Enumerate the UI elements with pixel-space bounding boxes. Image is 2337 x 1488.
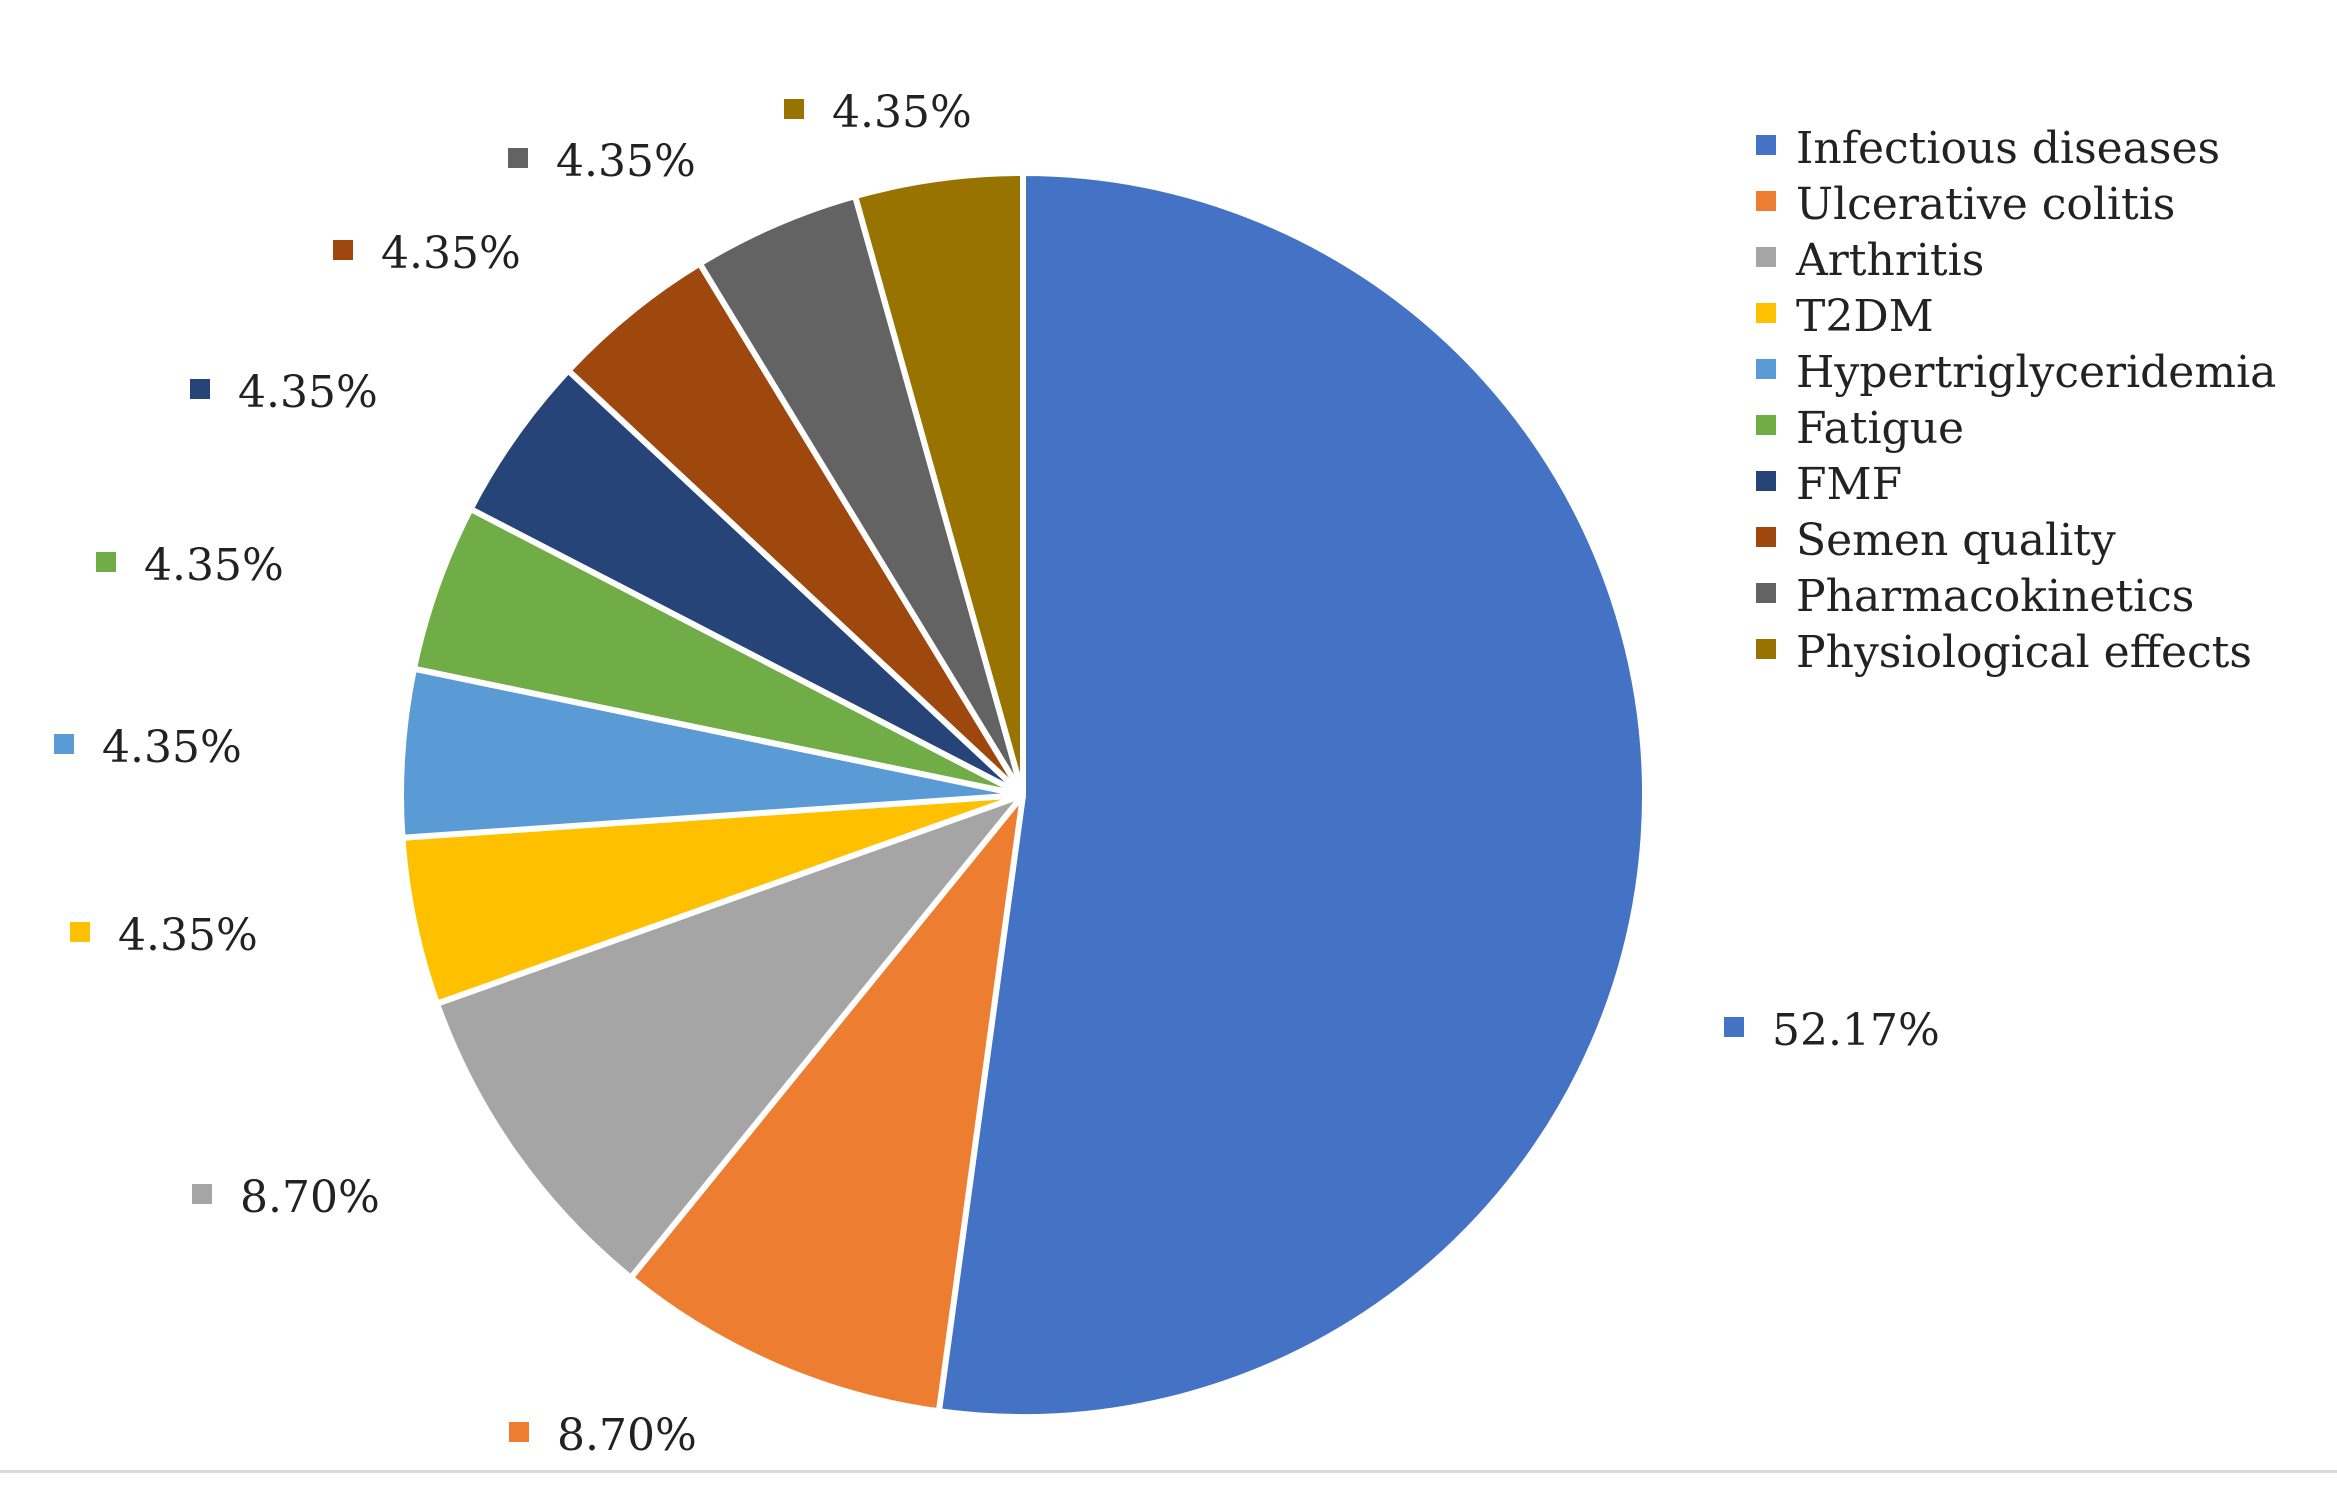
bottom-divider: [0, 1470, 2337, 1473]
data-label-infectious-diseases: 52.17%: [1772, 1005, 1940, 1056]
legend-swatch-physiological-effects: [1756, 639, 1776, 659]
data-label-marker-fmf: [190, 379, 210, 399]
data-label-marker-t2dm: [70, 922, 90, 942]
data-label-marker-pharmacokinetics: [508, 148, 528, 168]
legend-label-fatigue: Fatigue: [1796, 403, 1964, 454]
pie-slice-hypertriglyceridemia: [398, 665, 1026, 841]
legend-swatch-arthritis: [1756, 247, 1776, 267]
legend-label-fmf: FMF: [1796, 459, 1902, 510]
pie-slice-infectious-diseases: [935, 170, 1648, 1420]
pie-slice-ulcerative-colitis: [627, 792, 1026, 1415]
data-label-ulcerative-colitis: 8.70%: [557, 1410, 697, 1461]
legend-swatch-semen-quality: [1756, 527, 1776, 547]
legend-swatch-ulcerative-colitis: [1756, 191, 1776, 211]
data-label-marker-hypertriglyceridemia: [54, 734, 74, 754]
data-labels: 52.17% 8.70% 8.70% 4.35% 4.35% 4.35% 4.35% 4.35…: [54, 87, 1940, 1461]
legend-label-pharmacokinetics: Pharmacokinetics: [1796, 571, 2194, 622]
data-label-marker-semen-quality: [333, 240, 353, 260]
legend-swatch-pharmacokinetics: [1756, 583, 1776, 603]
data-label-marker-fatigue: [96, 552, 116, 572]
data-label-marker-physiological-effects: [784, 99, 804, 119]
data-label-semen-quality: 4.35%: [381, 228, 521, 279]
legend-label-hypertriglyceridemia: Hypertriglyceridemia: [1796, 347, 2276, 398]
data-label-physiological-effects: 4.35%: [832, 87, 972, 138]
data-label-hypertriglyceridemia: 4.35%: [102, 722, 242, 773]
data-label-pharmacokinetics: 4.35%: [556, 136, 696, 187]
pie-slice-t2dm: [399, 792, 1026, 1007]
pie-slice-arthritis: [434, 792, 1026, 1281]
data-label-marker-ulcerative-colitis: [509, 1422, 529, 1442]
legend-label-ulcerative-colitis: Ulcerative colitis: [1796, 179, 2175, 230]
legend-label-arthritis: Arthritis: [1795, 235, 1984, 286]
pie-slice-semen-quality: [565, 260, 1026, 798]
pie-slice-pharmacokinetics: [696, 193, 1026, 798]
data-label-arthritis: 8.70%: [240, 1172, 380, 1223]
legend-swatch-t2dm: [1756, 303, 1776, 323]
data-label-fmf: 4.35%: [238, 367, 378, 418]
legend-label-t2dm: T2DM: [1796, 291, 1934, 342]
legend-label-semen-quality: Semen quality: [1796, 515, 2116, 566]
data-label-marker-arthritis: [192, 1184, 212, 1204]
pie-slice-fatigue: [410, 506, 1026, 798]
legend-swatch-fatigue: [1756, 415, 1776, 435]
pie-slice-fmf: [467, 367, 1026, 798]
legend-label-physiological-effects: Physiological effects: [1796, 627, 2252, 678]
legend-swatch-fmf: [1756, 471, 1776, 491]
data-label-fatigue: 4.35%: [144, 540, 284, 591]
pie-slices: [398, 170, 1648, 1420]
legend-label-infectious-diseases: Infectious diseases: [1796, 123, 2220, 174]
legend-swatch-hypertriglyceridemia: [1756, 359, 1776, 379]
data-label-marker-infectious-diseases: [1724, 1017, 1744, 1037]
pie-slice-physiological-effects: [852, 170, 1026, 798]
legend-swatch-infectious-diseases: [1756, 135, 1776, 155]
data-label-t2dm: 4.35%: [118, 910, 258, 961]
